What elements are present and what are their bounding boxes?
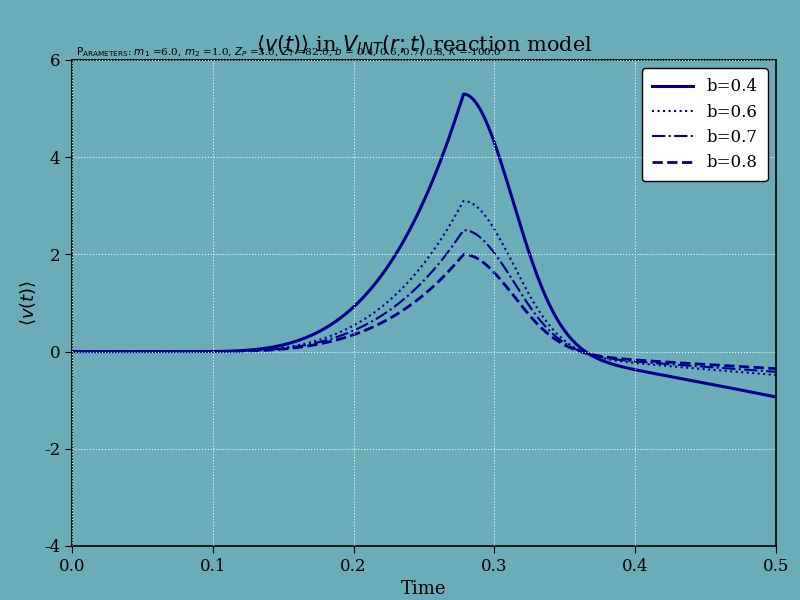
b=0.8 (622, 356, 631, 363)
Line: b=0.6: b=0.6 (72, 201, 776, 375)
Y-axis label: $\langle v(t) \rangle$: $\langle v(t) \rangle$ (19, 280, 38, 326)
Line: b=0.7: b=0.7 (72, 230, 776, 372)
b=0.8 (750, 364, 760, 371)
Legend: b=0.4, b=0.6, b=0.7, b=0.8: b=0.4, b=0.6, b=0.7, b=0.8 (642, 68, 768, 181)
b=0.4 (459, 91, 469, 98)
b=0.8 (751, 364, 761, 371)
b=0.6 (391, 291, 401, 298)
Title: $\langle v(t) \rangle$ in $V_{INT}(r;t)$ reaction model: $\langle v(t) \rangle$ in $V_{INT}(r;t)$… (256, 34, 592, 57)
b=0.8 (103, 348, 113, 355)
b=0.4 (103, 348, 113, 355)
b=0.4 (391, 251, 401, 258)
b=0.7 (103, 348, 113, 355)
b=0.7 (67, 348, 77, 355)
b=0.4 (67, 348, 77, 355)
b=0.7 (751, 367, 761, 374)
b=0.8 (67, 348, 77, 355)
b=0.4 (771, 394, 781, 401)
b=0.4 (751, 389, 761, 397)
b=0.6 (750, 370, 760, 377)
b=0.4 (622, 364, 631, 371)
Text: $\mathrm{P}_{\mathrm{ARAMETERS}}$: $m_1$ =6.0, $m_2$ =1.0, $Z_P$ =3.0, $Z_T$ =82: $\mathrm{P}_{\mathrm{ARAMETERS}}$: $m_1$… (75, 45, 502, 59)
Line: b=0.4: b=0.4 (72, 94, 776, 397)
b=0.7 (410, 286, 419, 293)
b=0.8 (771, 365, 781, 372)
b=0.8 (410, 299, 419, 306)
b=0.4 (750, 389, 760, 397)
b=0.6 (622, 358, 631, 365)
b=0.7 (771, 368, 781, 376)
b=0.7 (391, 302, 401, 310)
b=0.7 (750, 367, 760, 374)
b=0.8 (459, 251, 469, 258)
b=0.6 (410, 272, 419, 279)
Line: b=0.8: b=0.8 (72, 254, 776, 368)
b=0.6 (751, 370, 761, 377)
b=0.7 (622, 357, 631, 364)
b=0.6 (459, 197, 469, 205)
X-axis label: Time: Time (402, 580, 446, 598)
b=0.4 (410, 217, 419, 224)
b=0.7 (459, 227, 469, 234)
b=0.6 (67, 348, 77, 355)
b=0.6 (103, 348, 113, 355)
b=0.6 (771, 371, 781, 379)
b=0.8 (391, 311, 401, 319)
